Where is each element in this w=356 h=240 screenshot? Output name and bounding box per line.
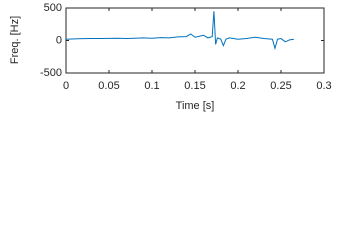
x-tick-label: 0.2 [230, 80, 245, 92]
y-tick-label: 0 [56, 34, 62, 46]
y-tick-label: 500 [44, 2, 62, 14]
x-tick-label: 0.1 [144, 80, 159, 92]
y-axis-label: Freq. [Hz] [9, 16, 21, 64]
x-tick-label: 0.05 [98, 80, 119, 92]
y-tick-label: -500 [40, 67, 62, 79]
x-tick-label: 0.15 [184, 80, 205, 92]
x-axis-label: Time [s] [176, 100, 215, 112]
x-tick-label: 0.3 [316, 80, 331, 92]
x-tick-label: 0 [63, 80, 69, 92]
data-line [65, 11, 294, 51]
x-tick-label: 0.25 [270, 80, 291, 92]
axes-box [65, 7, 325, 74]
